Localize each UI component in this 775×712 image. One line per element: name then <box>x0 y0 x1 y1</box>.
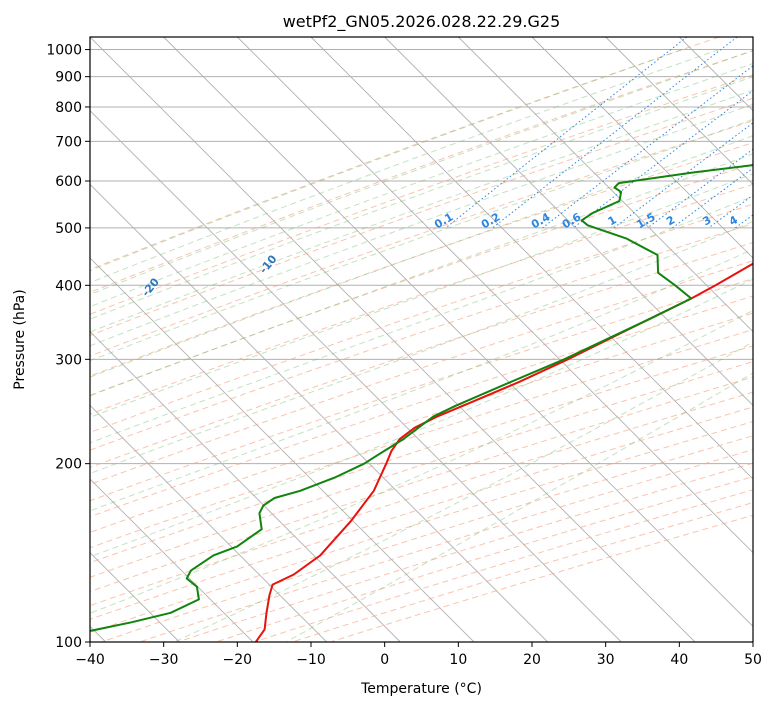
dry-adiabat-label: -20 <box>139 275 162 299</box>
dry-adiabat-line <box>0 37 775 642</box>
isotherm-line <box>0 37 400 642</box>
isotherm-line <box>0 37 253 642</box>
x-tick-label: −40 <box>75 652 105 668</box>
sounding-line <box>46 59 775 642</box>
dry-adiabat-line <box>0 37 775 642</box>
dry-adiabat-line <box>0 37 719 642</box>
x-tick-label: −30 <box>149 652 179 668</box>
dry-adiabat-line <box>0 37 775 642</box>
isotherm-line <box>532 37 775 642</box>
dry-adiabat-line <box>0 37 775 642</box>
x-tick-label: −20 <box>223 652 253 668</box>
dry-adiabat-line <box>0 37 775 642</box>
dry-adiabat-line <box>0 37 775 642</box>
mixing-ratio-label: 4 <box>727 213 740 228</box>
dry-adiabat-line <box>0 37 775 642</box>
x-tick-label: 30 <box>597 652 615 668</box>
isotherm-line <box>385 37 775 642</box>
mixing-ratio-label: 2 <box>664 213 677 228</box>
y-tick-label: 800 <box>55 100 82 116</box>
isotherm-line <box>237 37 775 642</box>
x-tick-label: 20 <box>523 652 541 668</box>
dry-adiabat-line <box>101 37 775 642</box>
y-tick-label: 500 <box>55 221 82 237</box>
dry-adiabat-line <box>0 37 775 642</box>
isotherm-line <box>753 37 775 642</box>
dry-adiabat-line <box>0 37 775 642</box>
dry-adiabat-line <box>0 37 775 642</box>
dry-adiabat-line <box>0 37 775 642</box>
dry-adiabat-line <box>0 37 775 642</box>
moist-adiabat-line <box>0 50 756 642</box>
y-tick-label: 1000 <box>46 43 82 59</box>
x-tick-label: 50 <box>744 652 762 668</box>
mixing-ratio-label: 1 <box>606 213 619 228</box>
y-tick-label: 600 <box>55 174 82 190</box>
axes-ticks: 1002003004005006007008009001000−40−30−20… <box>46 43 762 668</box>
dry-adiabat-line <box>0 37 775 642</box>
y-tick-label: 700 <box>55 134 82 150</box>
isotherm-line <box>16 37 621 642</box>
isotherm-line <box>0 37 327 642</box>
dry-adiabat-line <box>0 37 775 642</box>
isotherm-line <box>164 37 769 642</box>
mixing-ratio-line <box>446 37 687 228</box>
dry-adiabat-line <box>0 37 775 642</box>
plot-area: 0.10.20.40.611.52346810131620253036-100-… <box>0 37 775 654</box>
x-axis-label: Temperature (°C) <box>360 681 482 697</box>
dry-adiabat-label: -10 <box>257 252 280 276</box>
moist-adiabat-line <box>0 50 682 642</box>
y-tick-label: 100 <box>55 635 82 651</box>
isotherm-line <box>606 37 775 642</box>
x-tick-label: 40 <box>670 652 688 668</box>
mixing-ratio-line <box>493 37 738 228</box>
mixing-ratio-line <box>543 37 775 228</box>
y-tick-label: 300 <box>55 352 82 368</box>
dry-adiabat-line <box>178 37 775 642</box>
chart-title: wetPf2_GN05.2026.028.22.29.G25 <box>283 12 561 32</box>
x-tick-label: 10 <box>449 652 467 668</box>
dry-adiabat-line <box>330 37 775 642</box>
mixing-ratio-line <box>735 37 775 228</box>
plot-frame <box>90 37 753 642</box>
dry-adiabat-line <box>0 37 775 642</box>
y-tick-label: 200 <box>55 457 82 473</box>
pressure-grid <box>90 50 753 642</box>
y-axis-label: Pressure (hPa) <box>12 289 28 389</box>
y-tick-label: 400 <box>55 278 82 294</box>
isotherm-line <box>0 37 474 642</box>
x-tick-label: −10 <box>296 652 326 668</box>
isotherm-line <box>458 37 775 642</box>
dry-adiabat-line <box>0 37 775 642</box>
dry-adiabat-line <box>0 37 775 642</box>
dry-adiabat-line <box>0 37 775 642</box>
dry-adiabat-line <box>25 37 775 642</box>
mixing-ratio-label: 6 <box>766 213 775 228</box>
x-tick-label: 0 <box>380 652 389 668</box>
y-tick-label: 900 <box>55 70 82 86</box>
isotherm-line <box>679 37 775 642</box>
isotherm-line <box>0 37 548 642</box>
mixing-ratio-line <box>672 37 775 228</box>
